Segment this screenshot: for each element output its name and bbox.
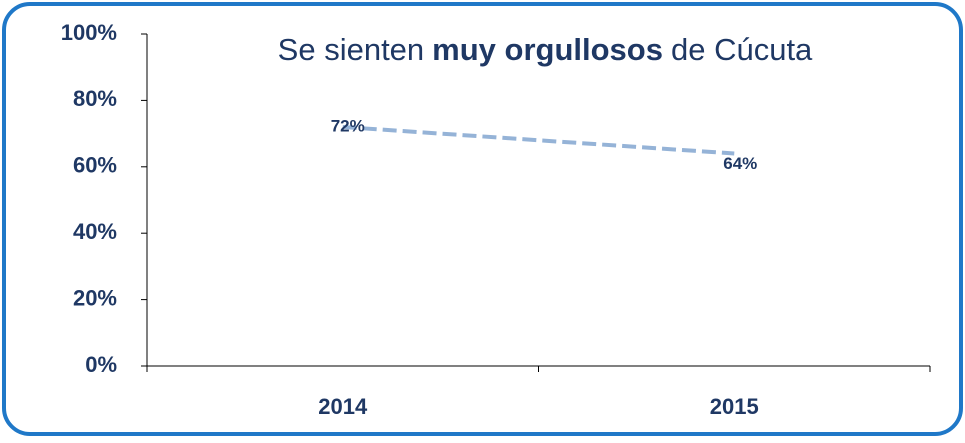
y-tick-label: 20% bbox=[73, 285, 117, 310]
y-tick-label: 100% bbox=[61, 20, 117, 45]
data-line bbox=[342, 124, 735, 156]
title-part: Se sienten bbox=[278, 32, 425, 67]
chart-title: Se sienten muy orgullosos de Cúcuta bbox=[278, 32, 813, 67]
title-part: muy orgullosos bbox=[432, 32, 663, 67]
y-tick-label: 80% bbox=[73, 86, 117, 111]
x-tick-label: 2015 bbox=[710, 394, 759, 419]
y-tick-label: 0% bbox=[85, 352, 117, 377]
x-tick-label: 2014 bbox=[318, 394, 368, 419]
y-tick-label: 40% bbox=[73, 219, 117, 244]
data-label: 64% bbox=[723, 154, 757, 173]
frame bbox=[2, 2, 963, 436]
title-part: de Cúcuta bbox=[671, 32, 813, 67]
data-label: 72% bbox=[331, 116, 365, 135]
y-tick-label: 60% bbox=[73, 153, 117, 178]
